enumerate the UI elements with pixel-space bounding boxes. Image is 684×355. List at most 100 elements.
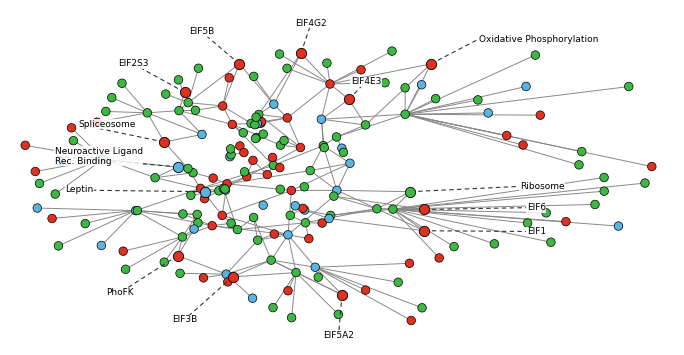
Point <box>573 162 584 168</box>
Point <box>316 116 327 122</box>
Point <box>226 220 237 226</box>
Point <box>262 172 273 178</box>
Point <box>30 169 41 174</box>
Point <box>360 287 371 293</box>
Point <box>613 223 624 229</box>
Text: Oxidative Phosphorylation: Oxidative Phosphorylation <box>479 34 598 44</box>
Point <box>640 180 650 186</box>
Point <box>282 232 293 237</box>
Point <box>179 89 190 95</box>
Text: PhoFK: PhoFK <box>106 288 133 297</box>
Point <box>522 220 533 226</box>
Point <box>218 103 228 109</box>
Point <box>393 279 404 285</box>
Point <box>185 192 196 198</box>
Point <box>590 202 601 207</box>
Point <box>241 174 252 180</box>
Point <box>225 146 236 152</box>
Point <box>483 110 494 116</box>
Point <box>337 292 347 297</box>
Point <box>473 97 484 103</box>
Point <box>66 125 77 131</box>
Point <box>267 305 278 310</box>
Point <box>321 60 332 66</box>
Point <box>333 312 344 317</box>
Point <box>360 122 371 128</box>
Text: EIF2S3: EIF2S3 <box>118 59 148 69</box>
Point <box>387 206 398 212</box>
Text: Spliceosome: Spliceosome <box>79 120 136 129</box>
Point <box>106 95 117 100</box>
Point <box>300 220 311 225</box>
Point <box>291 270 302 275</box>
Point <box>324 81 335 87</box>
Point <box>267 155 278 160</box>
Point <box>118 248 129 254</box>
Point <box>646 164 657 169</box>
Point <box>417 305 428 311</box>
Point <box>521 84 531 89</box>
Point <box>183 100 194 105</box>
Point <box>224 75 235 81</box>
Point <box>224 154 235 159</box>
Point <box>501 133 512 138</box>
Point <box>285 213 295 218</box>
Point <box>535 112 546 118</box>
Point <box>222 181 233 187</box>
Point <box>32 205 43 211</box>
Point <box>299 207 310 213</box>
Point <box>239 169 250 175</box>
Point <box>258 131 269 137</box>
Point <box>328 193 339 199</box>
Text: EIF5B: EIF5B <box>189 27 214 37</box>
Point <box>268 163 279 168</box>
Point <box>295 145 306 151</box>
Point <box>232 227 243 233</box>
Point <box>265 257 276 263</box>
Point <box>318 143 329 148</box>
Point <box>177 211 188 217</box>
Point <box>324 216 334 222</box>
Point <box>406 318 417 323</box>
Point <box>256 120 267 126</box>
Point <box>282 115 293 121</box>
Point <box>208 175 219 181</box>
Point <box>227 121 238 127</box>
Point <box>47 216 57 222</box>
Point <box>317 220 328 226</box>
Point <box>282 288 293 294</box>
Point <box>173 77 184 83</box>
Point <box>540 210 551 216</box>
Point <box>356 67 367 73</box>
Point <box>248 158 259 163</box>
Point <box>174 271 185 276</box>
Point <box>20 142 31 148</box>
Point <box>80 221 91 226</box>
Point <box>286 188 297 193</box>
Point <box>313 274 324 280</box>
Point <box>252 121 263 126</box>
Point <box>198 275 209 281</box>
Point <box>196 132 207 137</box>
Point <box>345 160 356 166</box>
Point <box>404 261 415 266</box>
Point <box>269 231 280 237</box>
Point <box>250 114 261 120</box>
Point <box>221 271 232 277</box>
Point <box>290 203 301 209</box>
Point <box>252 237 263 243</box>
Point <box>159 139 170 145</box>
Point <box>545 239 556 245</box>
Point <box>275 186 286 192</box>
Point <box>275 142 286 148</box>
Point <box>560 219 571 224</box>
Point <box>172 164 183 170</box>
Point <box>343 97 354 102</box>
Point <box>598 175 609 180</box>
Point <box>160 91 171 97</box>
Text: Neuroactive Ligand
Rec. Binding: Neuroactive Ligand Rec. Binding <box>55 147 143 166</box>
Point <box>305 168 316 174</box>
Point <box>220 186 231 192</box>
Point <box>248 215 259 220</box>
Point <box>200 189 211 195</box>
